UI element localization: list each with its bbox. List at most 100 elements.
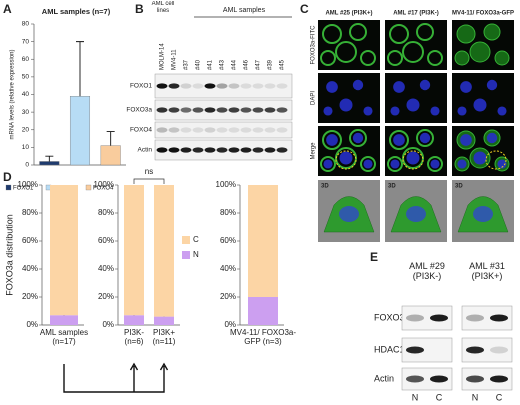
lane-label: #44 [232, 59, 238, 70]
lane-label: C [436, 392, 443, 402]
blot-band [216, 127, 228, 133]
blot-band [490, 346, 508, 354]
micro-image [385, 73, 447, 123]
lane-label: #37 [184, 59, 190, 70]
lane-label: #46 [244, 59, 250, 70]
y-tick-label: 70 [22, 38, 30, 45]
y-tick-label: 60% [22, 236, 38, 245]
blot-band [276, 83, 288, 89]
bar-segment [248, 297, 278, 325]
micro-image [452, 73, 514, 123]
bar [39, 161, 60, 166]
blot-band [240, 107, 252, 113]
bar-segment [50, 185, 78, 316]
lane-label: MV4-11 [172, 49, 178, 70]
nucleus [406, 98, 420, 112]
blot-band [466, 346, 484, 354]
blot-band [264, 147, 276, 153]
y-tick-label: 0% [102, 320, 114, 329]
blot-band [156, 83, 168, 89]
y-tick-label: 80 [22, 21, 30, 28]
y-tick-label: 0 [25, 162, 29, 169]
cell-ring [427, 50, 443, 66]
sample-title: AML #31 (PI3K+) [469, 262, 505, 281]
sample-title: AML #29 (PI3K-) [409, 262, 445, 281]
nucleus [457, 106, 467, 116]
blot-band [216, 147, 228, 153]
blot-band [216, 107, 228, 113]
nucleus [393, 134, 405, 146]
row-label: Actin [374, 373, 394, 383]
bar-segment [154, 185, 174, 317]
blot-band [276, 127, 288, 133]
y-tick-label: 0% [26, 320, 38, 329]
y-axis-label: mRNA levels (relative expression) [10, 49, 16, 139]
y-axis-label: FOXO3a distribution [4, 214, 14, 296]
legend-label: FOXO4 [93, 186, 114, 192]
blot-band [228, 83, 240, 89]
lane-label: C [496, 392, 503, 402]
cell-ring [456, 24, 476, 44]
blot-band [180, 107, 192, 113]
y-tick-label: 40% [98, 264, 114, 273]
y-tick-label: 0% [224, 320, 236, 329]
legend-swatch [5, 184, 12, 191]
cell-ring [320, 50, 336, 66]
blot-band [192, 83, 204, 89]
blot-band [240, 147, 252, 153]
nucleus [419, 79, 431, 91]
blot-band [252, 127, 264, 133]
column-title: AML #25 (PI3K+) [325, 11, 372, 17]
row-label: FOXO1 [130, 83, 152, 90]
blot-band [168, 107, 180, 113]
blot-band [192, 147, 204, 153]
legend-label: C [193, 235, 199, 244]
nucleus [473, 151, 487, 165]
blot-band [204, 83, 216, 89]
y-tick-label: 40 [22, 91, 30, 98]
bar-segment [124, 185, 144, 316]
blot-band [490, 314, 508, 322]
lane-label: #47 [256, 59, 262, 70]
nucleus [497, 159, 507, 169]
nucleus [473, 98, 487, 112]
blot-band [430, 375, 448, 383]
y-tick-label: 60 [22, 56, 30, 63]
legend-swatch [85, 184, 92, 191]
y-tick-label: 20% [22, 292, 38, 301]
blot-band [228, 107, 240, 113]
column-title: AML #17 (PI3K-) [393, 11, 439, 17]
blot-band [264, 127, 276, 133]
panel-label: B [135, 2, 144, 16]
blot-band [240, 83, 252, 89]
lane-label: N [412, 392, 419, 402]
cell-ring [389, 130, 409, 150]
y-tick-label: 10 [22, 144, 30, 151]
nucleus [419, 132, 431, 144]
lane-label: #40 [196, 59, 202, 70]
category-label-box: PI3K- (n=6) [124, 329, 144, 346]
blot-band [156, 107, 168, 113]
blot-band [240, 127, 252, 133]
blot-header-box: AML cell lines [152, 1, 175, 14]
annotation: ns [145, 167, 153, 176]
lane-label: #45 [280, 59, 286, 70]
bar [100, 145, 121, 166]
cell-ring [416, 129, 434, 147]
cell-ring [387, 156, 403, 172]
nucleus [486, 132, 498, 144]
panel-label: C [300, 2, 309, 16]
cell-ring [427, 156, 443, 172]
highlight [335, 150, 357, 170]
y-tick-label: 20% [98, 292, 114, 301]
blot-band [204, 147, 216, 153]
blot-band [228, 147, 240, 153]
row-label: FOXO3a [126, 107, 152, 114]
blot-band [406, 314, 424, 322]
nucleus [486, 79, 498, 91]
3d-nucleus [339, 206, 359, 222]
nucleus [390, 106, 400, 116]
cell-ring [387, 50, 403, 66]
arrow-connector [63, 362, 169, 393]
